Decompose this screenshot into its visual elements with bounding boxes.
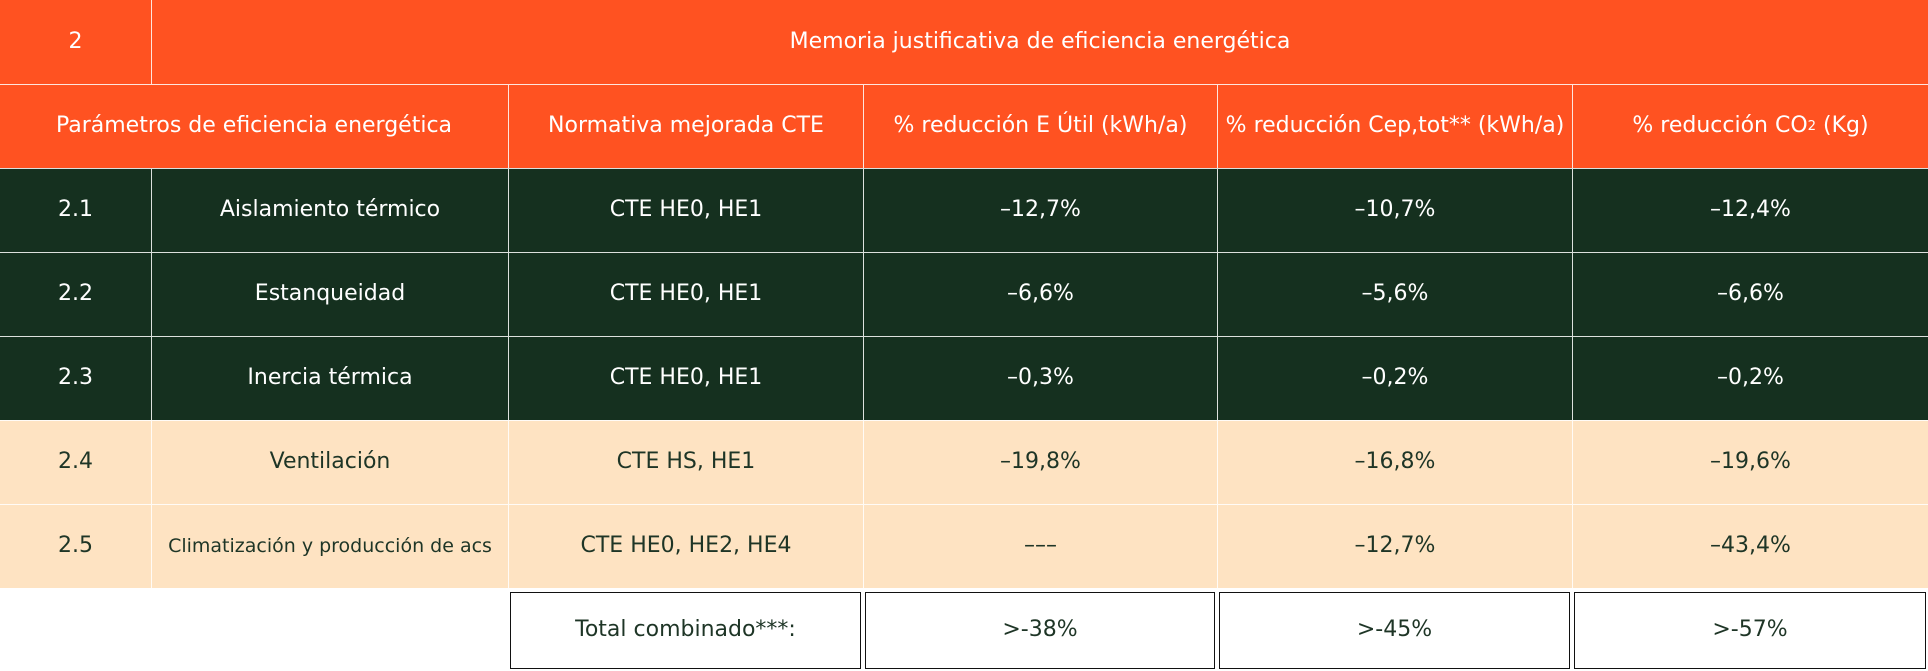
row-util: –0,3% [863, 336, 1217, 420]
header-co2-prefix: % reducción CO [1632, 113, 1808, 139]
row-cep: –10,7% [1217, 168, 1572, 252]
row-name: Aislamiento térmico [151, 168, 508, 252]
row-id: 2.2 [0, 252, 151, 336]
total-co2: >-57% [1574, 592, 1926, 669]
row-util: ––– [863, 504, 1217, 588]
total-cep: >-45% [1219, 592, 1570, 669]
row-co2: –6,6% [1572, 252, 1928, 336]
row-util: –19,8% [863, 420, 1217, 504]
row-co2: –19,6% [1572, 420, 1928, 504]
row-normativa: CTE HE0, HE2, HE4 [508, 504, 863, 588]
total-label: Total combinado***: [510, 592, 861, 669]
row-co2: –0,2% [1572, 336, 1928, 420]
row-name: Inercia térmica [151, 336, 508, 420]
header-util: % reducción E Útil (kWh/a) [863, 84, 1217, 168]
row-id: 2.1 [0, 168, 151, 252]
row-util: –12,7% [863, 168, 1217, 252]
header-co2-sub: 2 [1807, 118, 1817, 134]
row-normativa: CTE HE0, HE1 [508, 168, 863, 252]
row-normativa: CTE HS, HE1 [508, 420, 863, 504]
row-util: –6,6% [863, 252, 1217, 336]
section-title: Memoria justificativa de eficiencia ener… [151, 0, 1928, 84]
row-id: 2.5 [0, 504, 151, 588]
row-id: 2.3 [0, 336, 151, 420]
row-co2: –43,4% [1572, 504, 1928, 588]
header-cep: % reducción Cep,tot** (kWh/a) [1217, 84, 1572, 168]
row-cep: –0,2% [1217, 336, 1572, 420]
section-number: 2 [0, 0, 151, 84]
row-normativa: CTE HE0, HE1 [508, 336, 863, 420]
row-name: Climatización y producción de acs [151, 504, 508, 588]
header-normativa: Normativa mejorada CTE [508, 84, 863, 168]
total-util: >-38% [865, 592, 1215, 669]
header-co2: % reducción CO 2 (Kg) [1572, 84, 1928, 168]
row-id: 2.4 [0, 420, 151, 504]
row-name: Ventilación [151, 420, 508, 504]
row-name: Estanqueidad [151, 252, 508, 336]
header-co2-suffix: (Kg) [1816, 113, 1869, 139]
header-parametros: Parámetros de eficiencia energética [0, 84, 508, 168]
row-cep: –12,7% [1217, 504, 1572, 588]
row-normativa: CTE HE0, HE1 [508, 252, 863, 336]
row-co2: –12,4% [1572, 168, 1928, 252]
row-cep: –5,6% [1217, 252, 1572, 336]
row-cep: –16,8% [1217, 420, 1572, 504]
